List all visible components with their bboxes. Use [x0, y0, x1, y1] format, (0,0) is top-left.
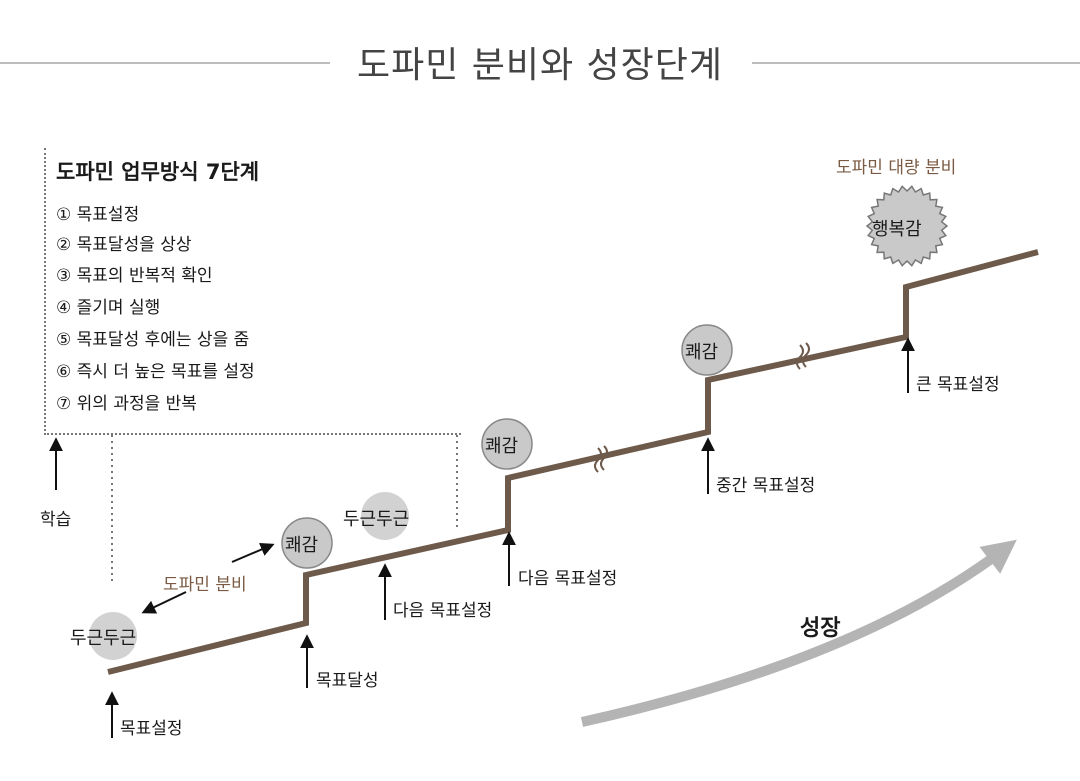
dopamine-mass-release-label: 도파민 대량 분비: [836, 158, 957, 178]
break-mark-1: [594, 445, 608, 473]
dopamine-arrow-up: [231, 542, 275, 563]
milestone-next-goal-2: 다음 목표설정: [518, 569, 618, 589]
break-mark-2: [796, 342, 810, 370]
step-item: ④ 즐기며 실행: [56, 298, 161, 318]
step-item: ⑤ 목표달성 후에는 상을 줌: [56, 330, 250, 350]
step-item: ③ 목표의 반복적 확인: [56, 266, 213, 286]
staircase-line: [107, 249, 1039, 675]
step-item: ⑦ 위의 과정을 반복: [56, 394, 197, 414]
title-rule-left: [0, 62, 330, 64]
steps-box: [44, 148, 461, 435]
badge-circle-pleasure-3: [681, 324, 733, 376]
badge-pleasure-2: 쾌감: [485, 436, 519, 457]
badge-happiness: 행복감: [872, 219, 922, 240]
diagram-title: 도파민 분비와 성장단계: [356, 45, 724, 86]
growth-label: 성장: [800, 616, 841, 641]
step-item: ① 목표설정: [56, 205, 140, 225]
milestone-goal-achieved: 목표달성: [316, 671, 379, 691]
milestone-big-goal: 큰 목표설정: [916, 375, 1000, 395]
badge-pleasure-1: 쾌감: [285, 535, 319, 556]
milestone-next-goal-1: 다음 목표설정: [393, 601, 493, 621]
step-item: ② 목표달성을 상상: [56, 235, 192, 255]
badge-pounding-1: 두근두근: [70, 628, 137, 649]
badge-circle-pleasure-1: [281, 517, 333, 569]
badge-pleasure-3: 쾌감: [685, 342, 719, 363]
growth-arrow: [580, 539, 1017, 727]
badge-burst-happiness: [865, 185, 949, 267]
dopamine-release-label: 도파민 분비: [163, 575, 247, 595]
title-rule-right: [752, 62, 1080, 64]
badge-circle-pounding-1: [89, 612, 137, 660]
milestone-goal-setting: 목표설정: [120, 719, 183, 739]
badge-pounding-2: 두근두근: [343, 509, 410, 530]
dopamine-arrow-down: [141, 591, 187, 614]
learning-label: 학습: [40, 510, 72, 530]
step-item: ⑥ 즉시 더 높은 목표를 설정: [56, 362, 255, 382]
steps-title: 도파민 업무방식 7단계: [56, 160, 260, 184]
badge-circle-pleasure-2: [481, 418, 533, 470]
milestone-mid-goal: 중간 목표설정: [716, 476, 816, 496]
badge-circle-pounding-2: [361, 492, 409, 540]
